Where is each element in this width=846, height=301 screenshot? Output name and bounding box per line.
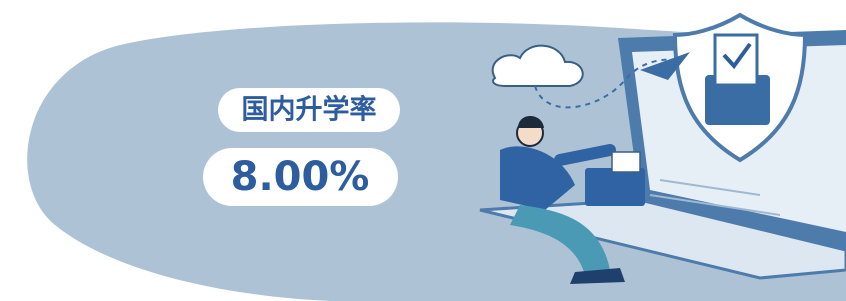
page: 国内升学率 8.00% (() => { const data = JSON.p… bbox=[0, 0, 846, 301]
banner: 国内升学率 8.00% bbox=[0, 0, 846, 301]
small-laptop bbox=[585, 168, 645, 206]
rate-label: 国内升学率 bbox=[242, 94, 377, 126]
rate-value: 8.00% bbox=[231, 154, 370, 200]
paper bbox=[612, 152, 640, 172]
